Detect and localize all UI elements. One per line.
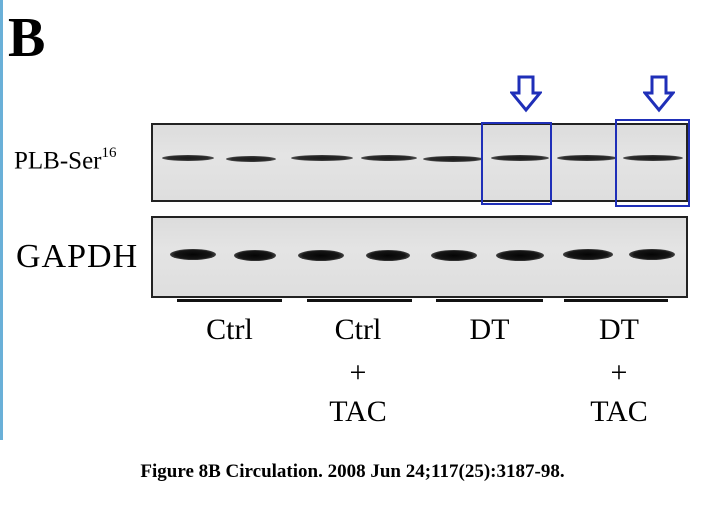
group-label-ctrl: Ctrl: [206, 313, 253, 346]
blot-band: [226, 156, 276, 162]
blot-band: [557, 155, 617, 161]
blot-band: [431, 250, 477, 261]
group-label-plus: +: [610, 356, 628, 389]
group-label-tac: TAC: [329, 395, 387, 428]
group-label-ctrl-tac: Ctrl: [334, 313, 382, 346]
blot-band: [291, 155, 353, 161]
blot-band: [366, 250, 410, 261]
blot-band: [496, 250, 544, 261]
group-rule-dt-tac: [564, 299, 668, 302]
group-rule-ctrl-tac: [307, 299, 412, 302]
blot-band: [162, 155, 214, 161]
highlight-box-dt-tac: [615, 119, 690, 207]
blot-band: [170, 249, 216, 260]
blot-band: [491, 155, 549, 161]
group-label-tac: TAC: [590, 395, 648, 428]
highlight-box-dt: [481, 122, 552, 205]
plb-ser16-row-label: PLB-Ser16: [14, 145, 117, 175]
group-rule-dt: [436, 299, 543, 302]
blot-band: [629, 249, 675, 260]
blot-band: [423, 156, 483, 162]
figure-citation: Figure 8B Circulation. 2008 Jun 24;117(2…: [140, 461, 565, 482]
blot-band: [234, 250, 276, 261]
panel-label: B: [8, 7, 46, 69]
group-label-plus: +: [349, 356, 367, 389]
down-arrow-icon: [643, 75, 675, 113]
plb-label-main: PLB-Ser: [14, 147, 102, 175]
group-rule-ctrl: [177, 299, 282, 302]
blot-band: [298, 250, 344, 261]
gapdh-blot: [151, 216, 688, 298]
group-label-dt: DT: [469, 313, 510, 346]
gapdh-row-label: GAPDH: [16, 238, 139, 275]
blot-band: [361, 155, 417, 161]
blot-band: [623, 155, 683, 161]
blot-band: [563, 249, 613, 260]
down-arrow-icon: [510, 75, 542, 113]
plb-ser16-blot: [151, 123, 688, 202]
plb-label-superscript: 16: [101, 145, 117, 161]
left-border-rule: [0, 0, 3, 440]
group-label-dt-tac: DT: [599, 313, 639, 346]
